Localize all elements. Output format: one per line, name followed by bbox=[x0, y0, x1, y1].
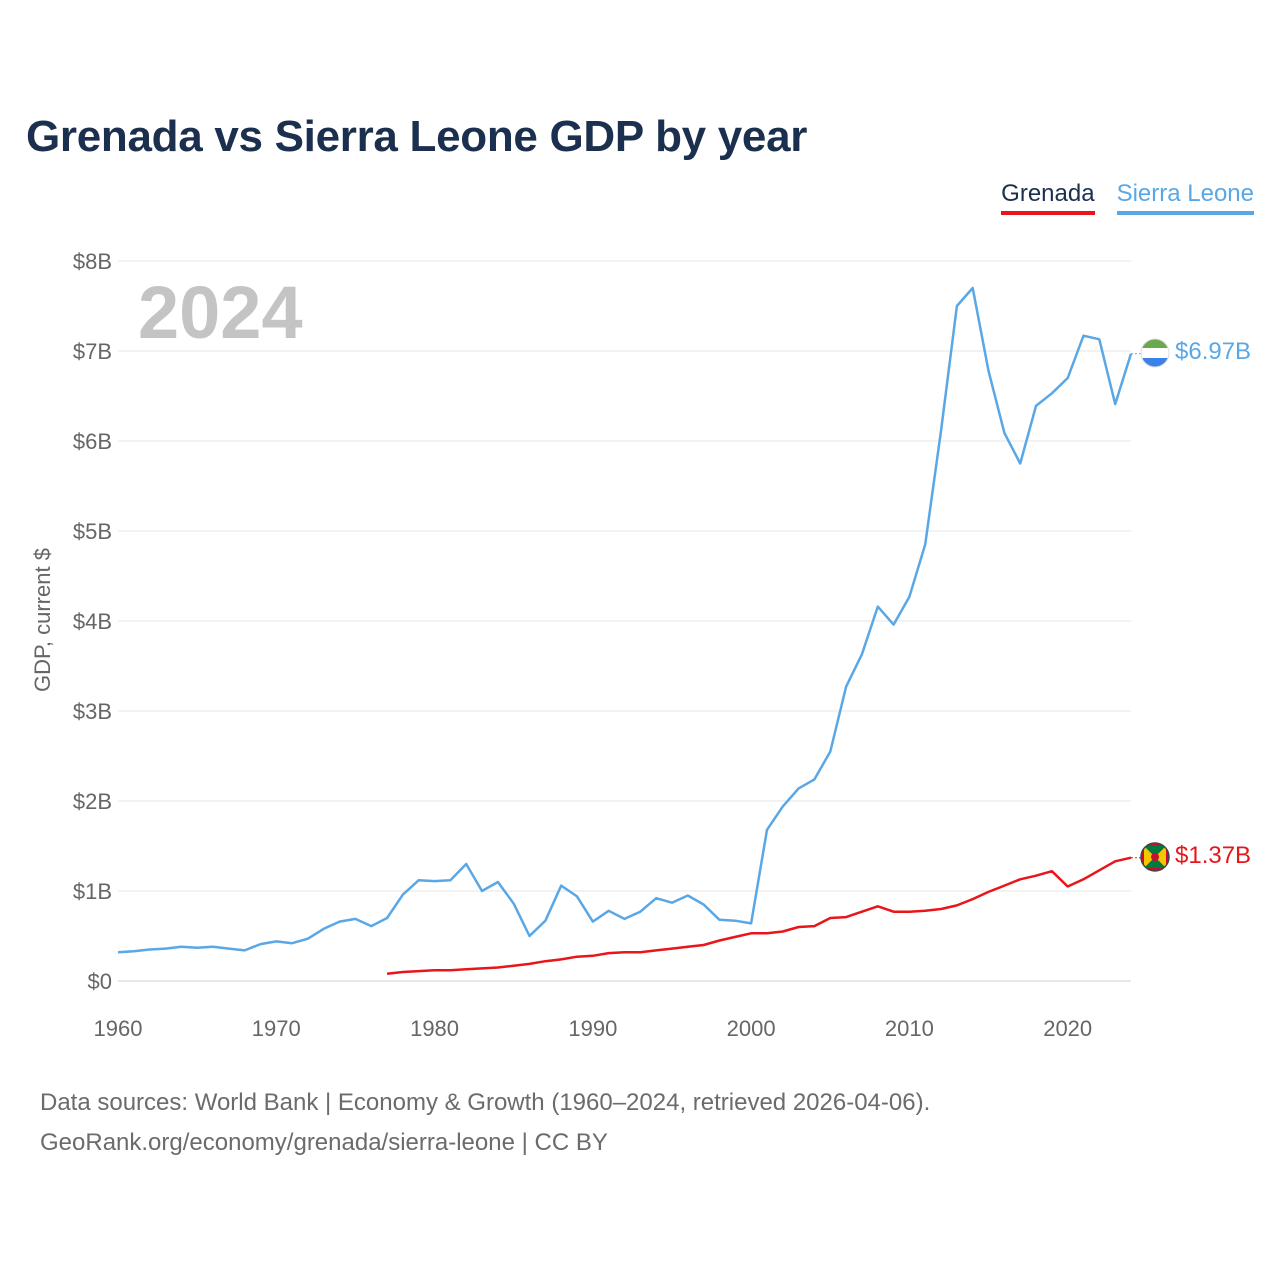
legend-item-grenada[interactable]: Grenada bbox=[1001, 180, 1095, 215]
y-tick-label: $7B bbox=[73, 339, 112, 364]
grid-lines bbox=[118, 260, 1131, 982]
series-line-grenada[interactable] bbox=[386, 856, 1132, 976]
legend-item-sierra-leone[interactable]: Sierra Leone bbox=[1116, 180, 1254, 215]
x-tick-label: 1970 bbox=[252, 1016, 301, 1041]
y-tick-label: $0 bbox=[88, 969, 112, 994]
y-tick-label: $2B bbox=[73, 789, 112, 814]
legend: Grenada Sierra Leone bbox=[1001, 180, 1254, 215]
series-line-sierra-leone[interactable] bbox=[117, 286, 1133, 954]
footer-link[interactable]: GeoRank.org/economy/grenada/sierra-leone… bbox=[40, 1129, 608, 1156]
grenada-flag-icon bbox=[1140, 842, 1170, 872]
y-axis-title: GDP, current $ bbox=[30, 548, 55, 692]
footer: Data sources: World Bank | Economy & Gro… bbox=[40, 1083, 930, 1163]
x-tick-label: 2000 bbox=[727, 1016, 776, 1041]
line-chart: $0$1B$2B$3B$4B$5B$6B$7B$8B 1960 1970 1980 1… bbox=[30, 249, 1251, 1041]
year-indicator: 2024 bbox=[138, 271, 303, 354]
footer-sources: Data sources: World Bank | Economy & Gro… bbox=[40, 1089, 931, 1116]
x-tick-label: 1990 bbox=[568, 1016, 617, 1041]
y-tick-label: $6B bbox=[73, 429, 112, 454]
chart-title: Grenada vs Sierra Leone GDP by year bbox=[26, 112, 808, 161]
x-tick-label: 2020 bbox=[1043, 1016, 1092, 1041]
y-tick-label: $1B bbox=[73, 879, 112, 904]
y-axis: $0 $1B $2B $3B $4B $5B $6B $7B $8B bbox=[73, 249, 112, 994]
end-label-grenada: $1.37B bbox=[1175, 842, 1251, 869]
y-tick-label: $5B bbox=[73, 519, 112, 544]
x-tick-label: 2010 bbox=[885, 1016, 934, 1041]
x-axis: 1960 1970 1980 1990 2000 2010 2020 bbox=[94, 1016, 1093, 1041]
y-tick-label: $8B bbox=[73, 249, 112, 274]
end-label-sierra-leone: $6.97B bbox=[1175, 338, 1251, 365]
x-tick-label: 1960 bbox=[94, 1016, 143, 1041]
x-tick-label: 1980 bbox=[410, 1016, 459, 1041]
y-tick-label: $4B bbox=[73, 609, 112, 634]
sierra-leone-flag-icon bbox=[1140, 338, 1170, 368]
series-lines bbox=[117, 286, 1141, 976]
y-tick-label: $3B bbox=[73, 699, 112, 724]
